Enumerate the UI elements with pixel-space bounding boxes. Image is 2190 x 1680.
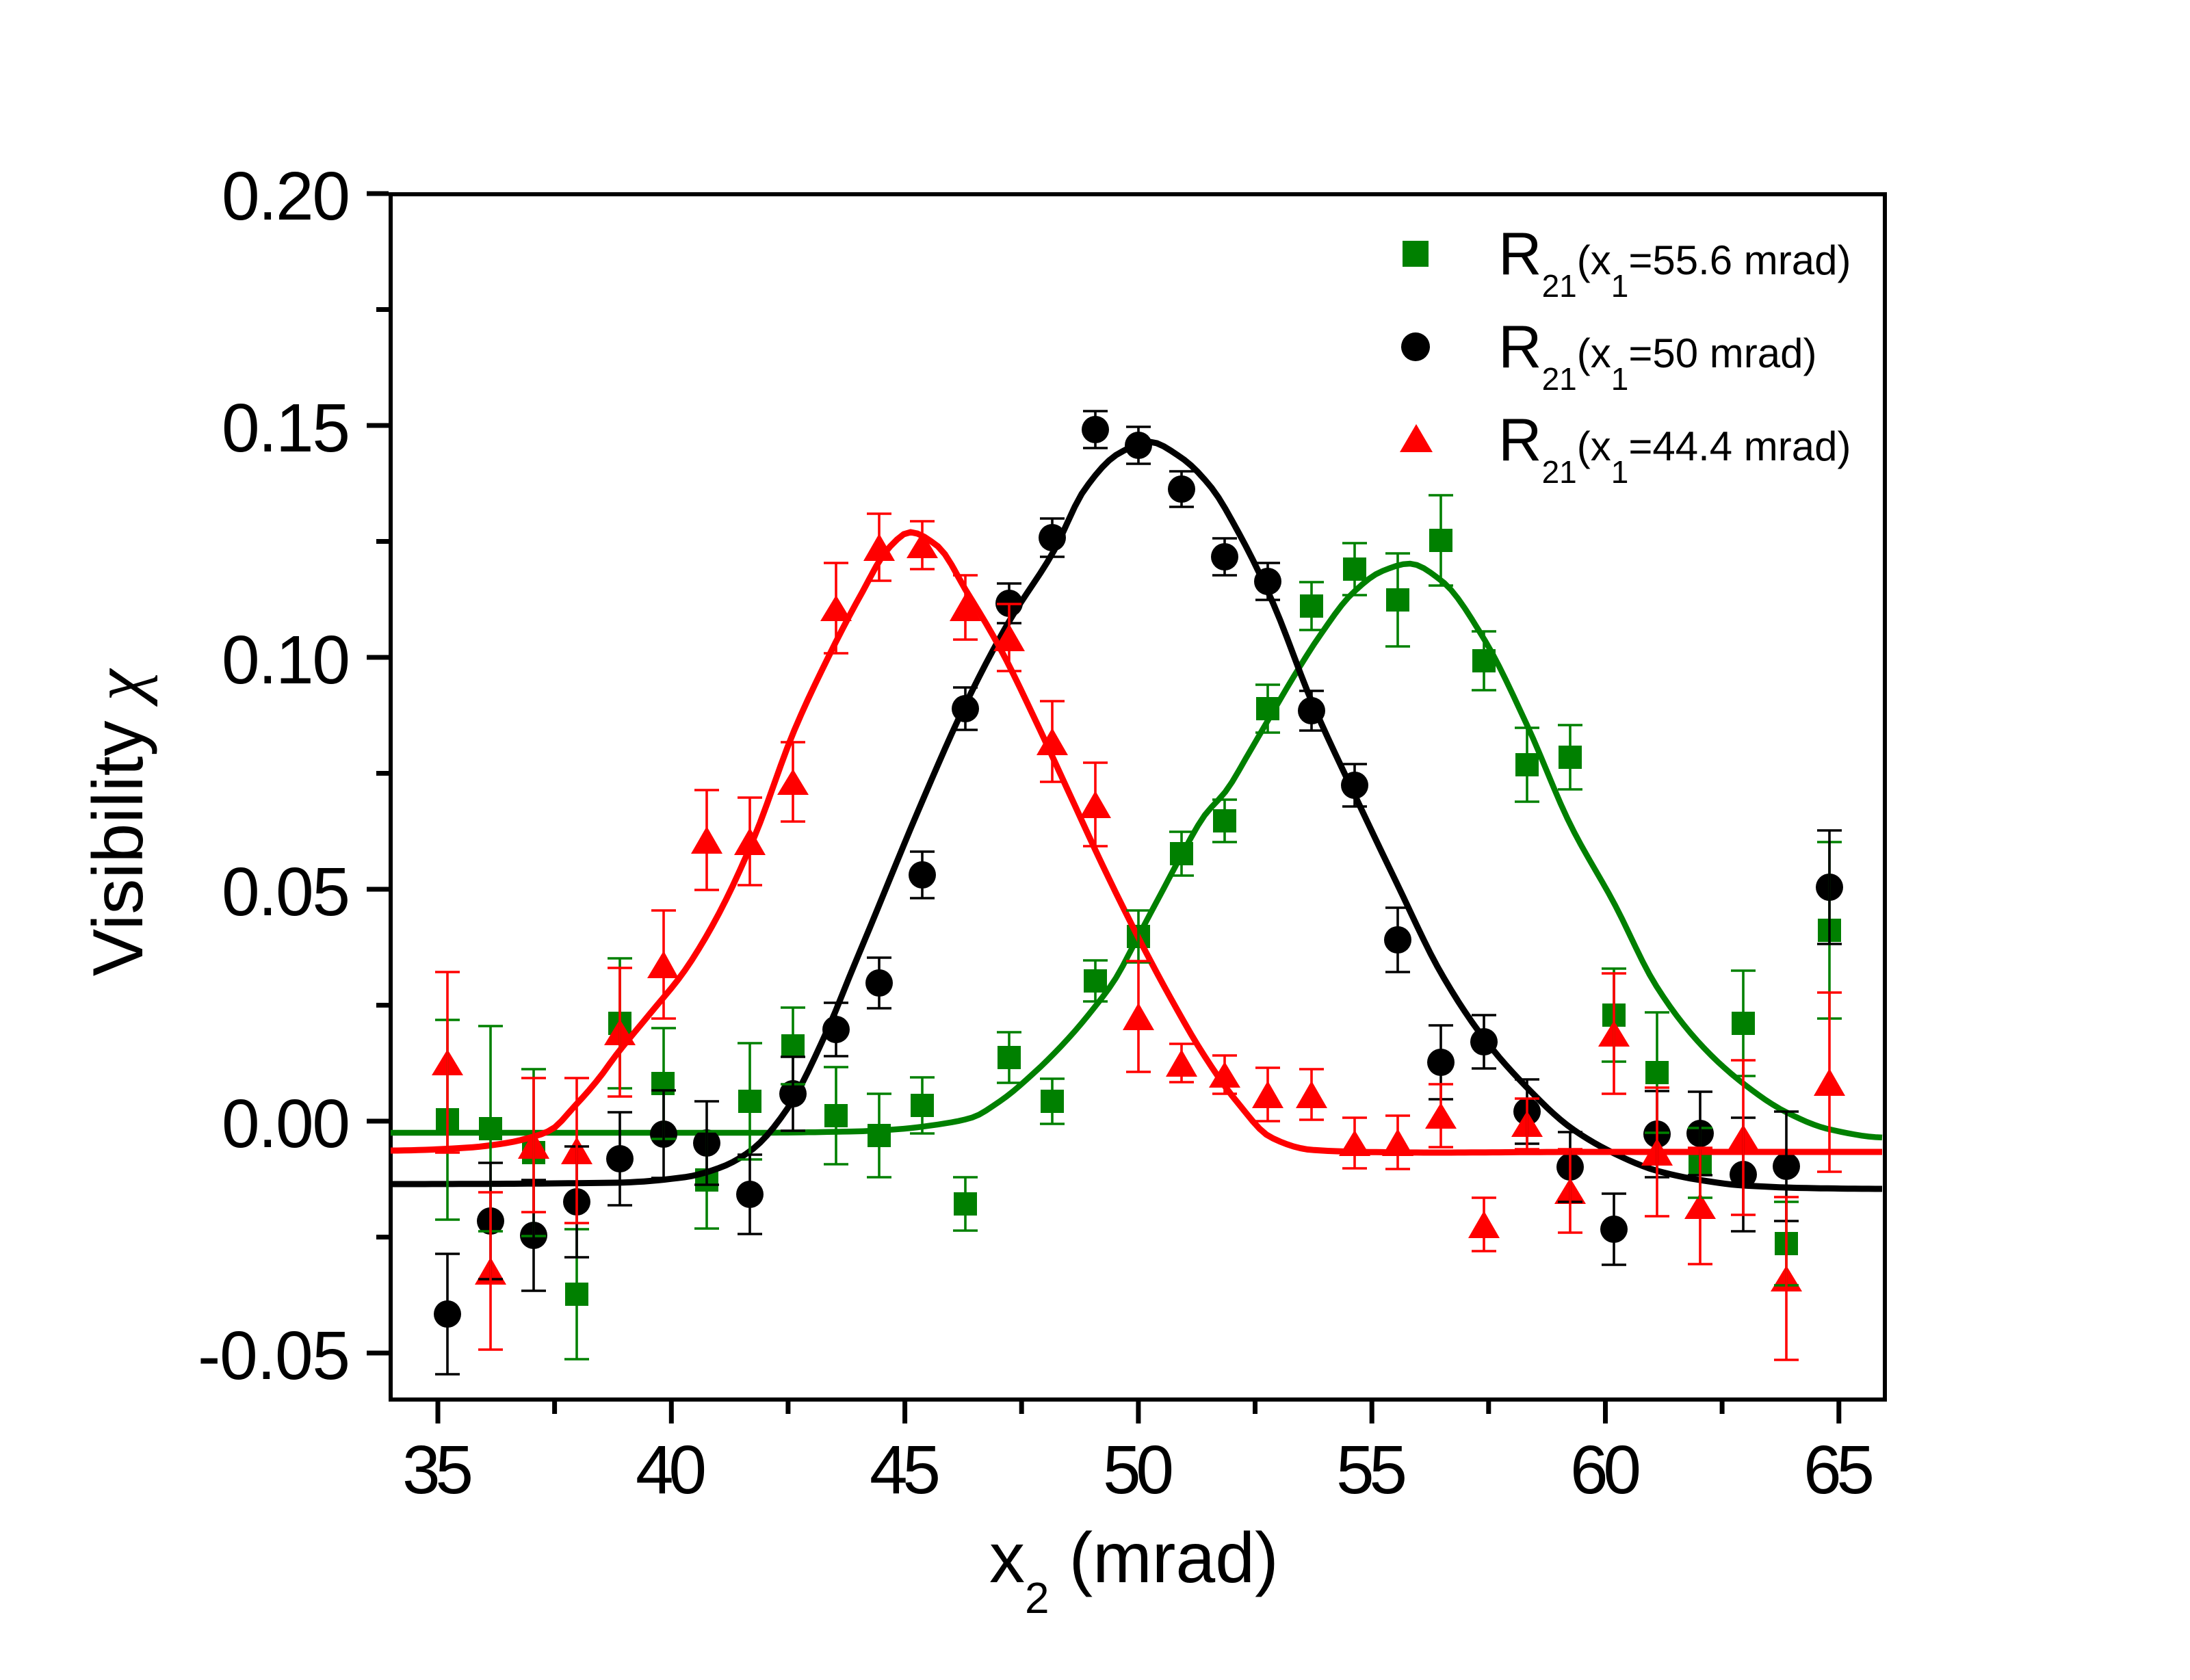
svg-text:55: 55 bbox=[1336, 1432, 1407, 1508]
svg-text:40: 40 bbox=[636, 1432, 707, 1508]
svg-text:0.00: 0.00 bbox=[222, 1086, 350, 1162]
svg-text:0.15: 0.15 bbox=[222, 390, 350, 467]
svg-text:65: 65 bbox=[1803, 1432, 1875, 1508]
svg-text:45: 45 bbox=[870, 1432, 941, 1508]
svg-text:35: 35 bbox=[402, 1432, 473, 1508]
svg-text:0.20: 0.20 bbox=[222, 158, 350, 235]
svg-text:0.10: 0.10 bbox=[222, 622, 350, 698]
svg-text:50: 50 bbox=[1103, 1432, 1174, 1508]
svg-text:-0.05: -0.05 bbox=[198, 1317, 350, 1394]
svg-text:0.05: 0.05 bbox=[222, 854, 350, 930]
svg-text:60: 60 bbox=[1570, 1432, 1641, 1508]
svg-text:Visibility χ: Visibility χ bbox=[79, 668, 158, 977]
